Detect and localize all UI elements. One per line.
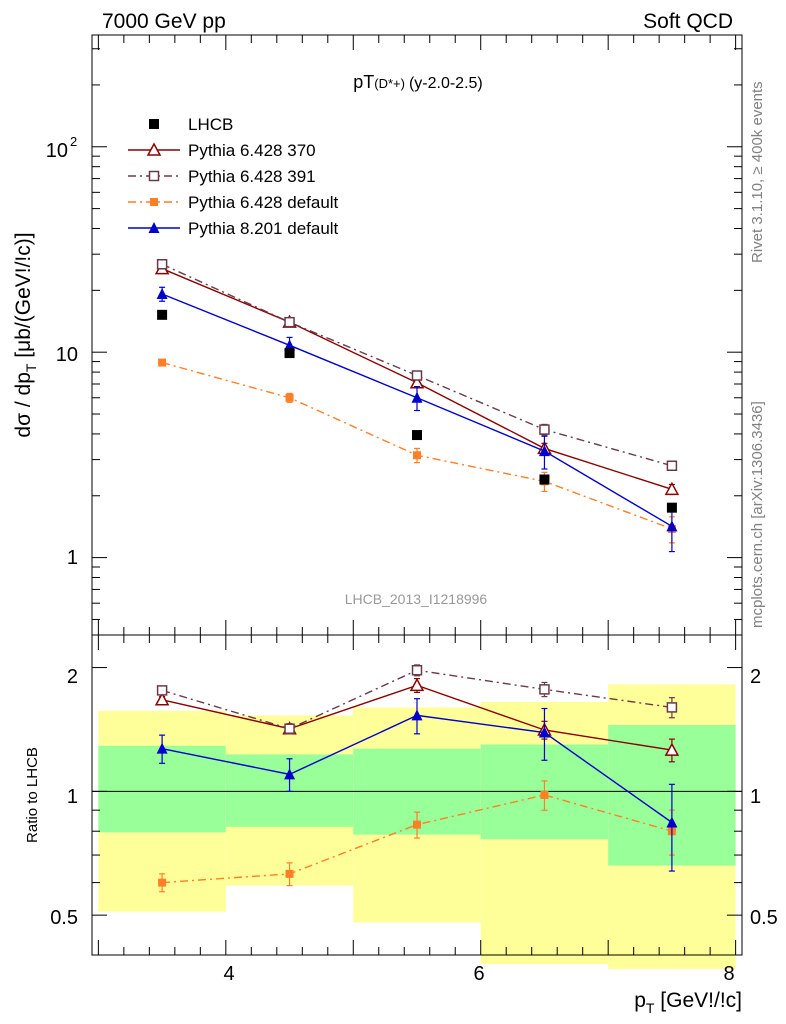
ratio-point: [411, 709, 423, 721]
legend-item-5: Pythia 8.201 default: [128, 219, 339, 238]
xtick-label-8: 8: [723, 963, 734, 985]
plot-title-range: (y-2.0-2.5): [409, 75, 483, 92]
legend-label: LHCB: [188, 115, 233, 134]
main-point: [413, 451, 421, 460]
main-point: [285, 393, 294, 402]
plot-title: pT(D*+) (y-2.0-2.5): [353, 72, 483, 92]
ratio-point: [409, 677, 425, 692]
legend-item-1: LHCB: [149, 115, 233, 134]
ratio-series-3: [158, 780, 676, 893]
xtick-label-4: 4: [223, 963, 234, 985]
mcplots-label: mcplots.cern.ch [arXiv:1306.3436]: [749, 401, 766, 628]
main-point: [539, 424, 550, 435]
ratio-series-4: [156, 698, 678, 872]
legend-marker: [148, 170, 160, 182]
ratio-ylabel: Ratio to LHCB: [24, 747, 41, 843]
analysis-id-label: LHCB_2013_I1218996: [345, 591, 488, 607]
main-point: [158, 358, 167, 367]
ratio-ytick-label-right-0.5: 0.5: [750, 907, 778, 929]
ratio-ytick-label-2: 2: [67, 666, 78, 688]
ratio-xlabel-sub: T: [646, 1000, 655, 1016]
plot-title-main: pT: [353, 72, 374, 92]
ratio-point: [664, 742, 680, 756]
ytick-label-1: 1: [67, 547, 78, 569]
ratio-ytick-label-1: 1: [67, 786, 78, 808]
ytick-label-100-exp: 2: [70, 134, 77, 149]
main-point: [156, 258, 168, 270]
legend-marker: [150, 198, 158, 206]
main-point: [284, 316, 295, 328]
main-ylabel-main: dσ / dp: [12, 372, 35, 438]
rivet-label: Rivet 3.1.10, ≥ 400k events: [749, 81, 766, 263]
ratio-point: [666, 816, 678, 828]
energy-label: 7000 GeV pp: [102, 10, 226, 33]
main-point: [411, 370, 423, 381]
xtick-label-6: 6: [473, 963, 484, 985]
main-point: [539, 474, 550, 485]
main-ylabel-sub: T: [23, 363, 39, 372]
ratio-point: [538, 726, 550, 738]
legend-marker: [148, 222, 160, 233]
legend-label: Pythia 6.428 default: [188, 193, 339, 212]
legend-label: Pythia 6.428 370: [188, 141, 316, 160]
main-ylabel: dσ / dpT [μb/(GeV!/!c)]: [12, 232, 39, 437]
legend-item-3: Pythia 6.428 391: [128, 167, 316, 186]
ratio-axis-ticks: [92, 635, 742, 956]
main-axis-ticks: [92, 35, 742, 635]
ratio-ytick-label-0.5: 0.5: [50, 907, 78, 929]
main-series-2: [156, 258, 678, 472]
ratio-point: [284, 723, 295, 734]
plot-frames: [91, 34, 743, 956]
ratio-xlabel-main: p: [634, 989, 646, 1012]
ratio-ytick-label-right-2: 2: [750, 666, 761, 688]
ratio-point: [285, 869, 294, 878]
main-series-4: [156, 286, 678, 553]
main-point: [412, 430, 422, 441]
ratio-xlabel-unit: [GeV!/!c]: [654, 989, 742, 1012]
ratio-point: [666, 702, 678, 713]
ratio-point: [158, 878, 167, 887]
main-series-5: [157, 309, 677, 513]
ratio-point: [284, 768, 296, 780]
main-point: [156, 287, 168, 299]
ratio-point: [156, 685, 168, 696]
legend-label: Pythia 8.201 default: [188, 219, 339, 238]
process-label: Soft QCD: [643, 10, 733, 33]
main-point: [284, 348, 295, 359]
ratio-point: [539, 684, 550, 695]
ratio-series-2: [156, 664, 678, 735]
ratio-point: [411, 665, 423, 676]
ratio-point: [154, 692, 170, 706]
ratio-point: [413, 820, 421, 829]
main-point: [666, 460, 678, 472]
legend-marker: [146, 142, 162, 156]
main-point: [666, 520, 678, 532]
ratio-point: [156, 742, 168, 754]
ratio-panel-frame: [91, 634, 743, 956]
ratio-series-group: [154, 664, 680, 893]
legend-marker: [149, 119, 159, 129]
main-series-line-2: [161, 263, 673, 467]
main-point: [157, 309, 168, 320]
ytick-label-100-base: 10: [46, 140, 68, 162]
ratio-point: [540, 790, 549, 799]
main-point: [664, 481, 680, 496]
main-point: [666, 502, 677, 513]
ratio-ytick-label-right-1: 1: [750, 786, 761, 808]
legend: LHCB Pythia 6.428 370 Pythia 6.428 391 Pyth…: [128, 115, 339, 238]
main-ylabel-unit: [μb/(GeV!/!c)]: [12, 232, 35, 363]
legend-item-2: Pythia 6.428 370: [128, 141, 316, 160]
legend-item-4: Pythia 6.428 default: [128, 193, 339, 212]
legend-label: Pythia 6.428 391: [188, 167, 316, 186]
main-point: [538, 445, 550, 457]
main-point: [284, 339, 296, 351]
ytick-label-10: 10: [56, 344, 78, 366]
ratio-xlabel: pT [GeV!/!c]: [634, 989, 742, 1016]
plot-title-particle: (D*+): [374, 76, 405, 91]
main-series-group: [154, 258, 680, 553]
main-point: [411, 391, 423, 403]
